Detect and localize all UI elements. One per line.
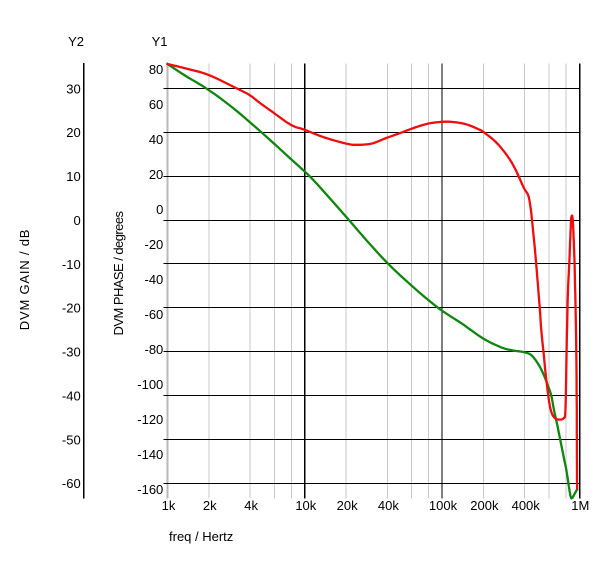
svg-text:DVM PHASE / degrees: DVM PHASE / degrees — [111, 210, 126, 335]
svg-text:0: 0 — [156, 202, 163, 217]
svg-text:Y1: Y1 — [152, 34, 168, 49]
svg-text:1M: 1M — [571, 498, 589, 513]
svg-text:-20: -20 — [62, 301, 81, 316]
svg-text:-40: -40 — [145, 272, 164, 287]
svg-text:-160: -160 — [137, 482, 163, 497]
svg-text:1k: 1k — [162, 498, 176, 513]
svg-text:Y2: Y2 — [68, 34, 84, 49]
svg-text:40: 40 — [149, 132, 163, 147]
svg-text:-40: -40 — [62, 389, 81, 404]
svg-text:4k: 4k — [244, 498, 258, 513]
svg-text:60: 60 — [149, 97, 163, 112]
svg-text:-10: -10 — [62, 257, 81, 272]
svg-text:30: 30 — [66, 81, 80, 96]
svg-text:100k: 100k — [429, 498, 458, 513]
svg-text:-50: -50 — [62, 432, 81, 447]
svg-text:-20: -20 — [145, 237, 164, 252]
svg-text:-60: -60 — [62, 476, 81, 491]
svg-text:-30: -30 — [62, 345, 81, 360]
svg-text:20: 20 — [66, 125, 80, 140]
svg-text:20k: 20k — [337, 498, 358, 513]
svg-text:-60: -60 — [145, 307, 164, 322]
svg-text:freq / Hertz: freq / Hertz — [169, 529, 233, 544]
svg-text:10: 10 — [66, 169, 80, 184]
svg-text:40k: 40k — [378, 498, 399, 513]
svg-text:-80: -80 — [145, 342, 164, 357]
svg-text:80: 80 — [149, 62, 163, 77]
svg-text:-100: -100 — [137, 377, 163, 392]
svg-text:20: 20 — [149, 167, 163, 182]
svg-text:200k: 200k — [470, 498, 499, 513]
svg-text:-120: -120 — [137, 412, 163, 427]
svg-text:DVM GAIN / dB: DVM GAIN / dB — [17, 229, 32, 330]
svg-text:2k: 2k — [203, 498, 217, 513]
svg-text:10k: 10k — [295, 498, 316, 513]
svg-text:-140: -140 — [137, 447, 163, 462]
svg-text:0: 0 — [73, 213, 80, 228]
svg-text:400k: 400k — [512, 498, 541, 513]
